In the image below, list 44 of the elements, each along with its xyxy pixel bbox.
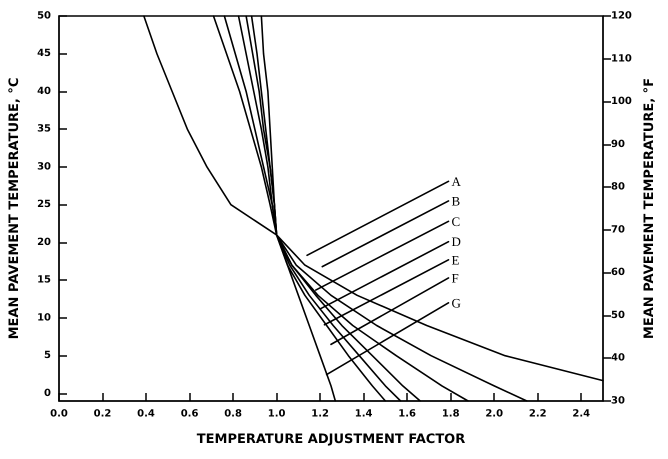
y2-tick-label: 40 <box>611 352 625 364</box>
y2-tick-label: 100 <box>611 96 632 108</box>
y-tick-label: 30 <box>37 161 52 172</box>
y-tick-label: 0 <box>44 388 52 399</box>
y-tick-label: 5 <box>44 350 52 362</box>
y-axis-title: MEAN PAVEMENT TEMPERATURE, °C <box>7 78 22 340</box>
x-tick-label: 2.0 <box>485 408 504 420</box>
series-label: G <box>452 295 461 310</box>
y2-tick-label: 50 <box>611 310 625 321</box>
series-label: D <box>452 234 461 250</box>
series-label: C <box>452 214 460 229</box>
y-tick-label: 50 <box>37 10 52 22</box>
x-tick-label: 0.8 <box>224 408 242 420</box>
y2-tick-label: 30 <box>611 396 625 406</box>
x-tick-label: 1.0 <box>268 408 286 420</box>
x-axis-title: TEMPERATURE ADJUSTMENT FACTOR <box>196 432 466 447</box>
x-tick-label: 0.6 <box>180 408 198 420</box>
y-tick-label: 25 <box>37 199 52 210</box>
x-tick-label: 1.8 <box>442 408 460 420</box>
x-tick-label: 1.4 <box>354 408 373 420</box>
y2-tick-label: 110 <box>611 53 632 64</box>
series-label: F <box>452 270 459 286</box>
y-tick-label: 35 <box>37 124 52 135</box>
series-label: E <box>452 252 460 268</box>
y2-tick-label: 60 <box>611 267 625 278</box>
x-tick-label: 0.2 <box>94 408 112 420</box>
y-tick-label: 45 <box>37 48 52 60</box>
y2-tick-label: 120 <box>611 10 632 22</box>
series-label: A <box>452 174 462 189</box>
series-label: B <box>452 193 461 208</box>
x-tick-label: 1.2 <box>311 408 330 420</box>
x-tick-label: 0.4 <box>137 408 155 420</box>
y-tick-label: 20 <box>37 236 52 248</box>
x-tick-label: 2.4 <box>572 408 590 420</box>
y-tick-label: 40 <box>37 86 52 97</box>
y2-tick-label: 90 <box>611 138 625 150</box>
y2-tick-label: 80 <box>611 182 625 193</box>
y2-tick-label: 70 <box>611 224 625 236</box>
y-tick-label: 10 <box>37 312 52 324</box>
x-tick-label: 0.0 <box>50 408 68 420</box>
y2-axis-title: MEAN PAVEMENT TEMPERATURE, °F <box>642 78 657 340</box>
x-tick-label: 2.2 <box>528 408 547 420</box>
x-tick-label: 1.6 <box>398 408 416 420</box>
y-tick-label: 15 <box>37 274 52 286</box>
